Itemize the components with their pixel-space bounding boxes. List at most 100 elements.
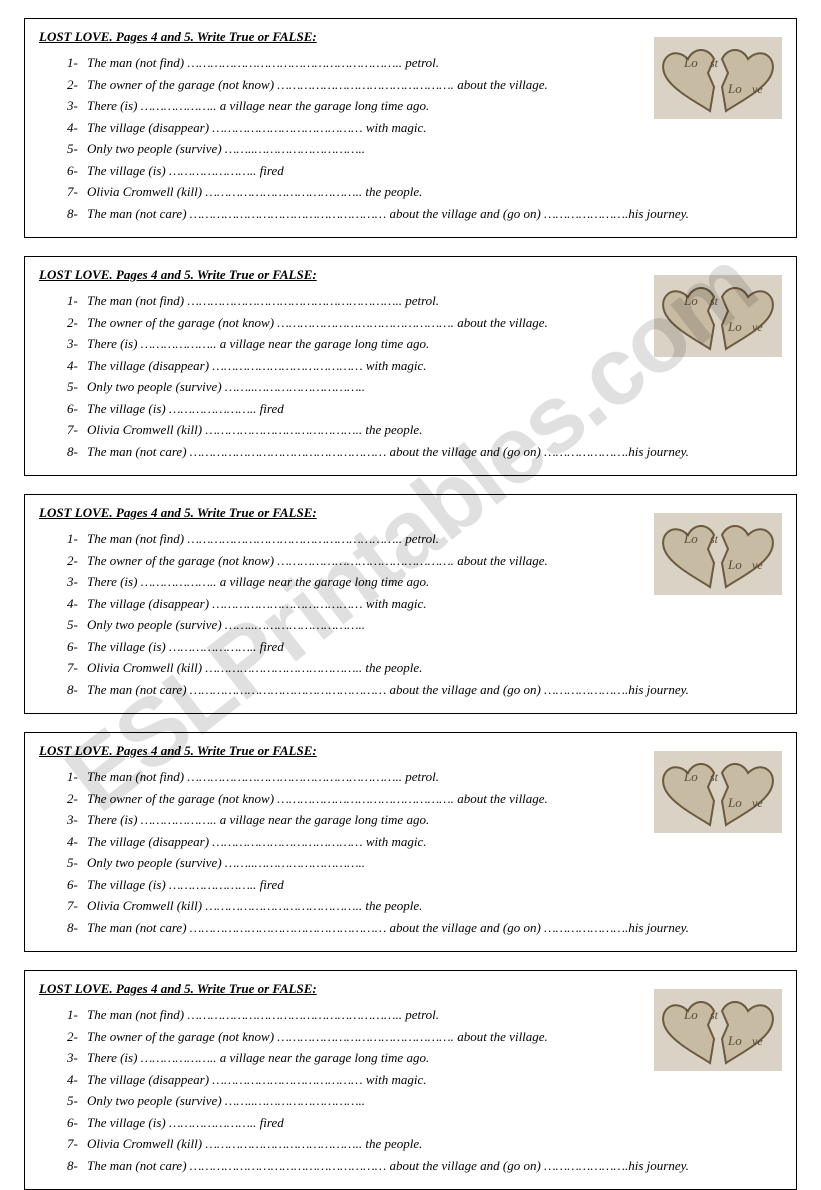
fill-blank[interactable]: ……..……………………….. bbox=[225, 379, 365, 394]
fill-blank[interactable]: …………………. bbox=[544, 444, 628, 459]
question-text-before: There (is) bbox=[87, 336, 141, 351]
question-text-before: The owner of the garage (not know) bbox=[87, 77, 277, 92]
fill-blank[interactable]: …………………. bbox=[544, 1158, 628, 1173]
question-text-before: The owner of the garage (not know) bbox=[87, 1029, 277, 1044]
question-number: 3- bbox=[67, 810, 87, 830]
fill-blank[interactable]: ………………………………… bbox=[212, 358, 362, 373]
fill-blank[interactable]: ………………………………….. bbox=[205, 898, 362, 913]
fill-blank[interactable]: ………………………………… bbox=[212, 596, 362, 611]
fill-blank[interactable]: ……..……………………….. bbox=[225, 141, 365, 156]
fill-blank[interactable]: ………………………………………. bbox=[277, 77, 454, 92]
question-text-after: petrol. bbox=[402, 55, 439, 70]
fill-blank[interactable]: …………………………………………… bbox=[190, 206, 387, 221]
question-number: 8- bbox=[67, 918, 87, 938]
fill-blank[interactable]: …………………………………………… bbox=[190, 920, 387, 935]
question-number: 3- bbox=[67, 334, 87, 354]
question-text-before: The village (is) bbox=[87, 877, 169, 892]
fill-blank[interactable]: ………………………………… bbox=[212, 834, 362, 849]
question-text-after: with magic. bbox=[363, 358, 427, 373]
fill-blank[interactable]: ……………………………………………….. bbox=[187, 55, 402, 70]
question-text-before: The village (disappear) bbox=[87, 834, 212, 849]
question-text-after2: his journey. bbox=[628, 682, 689, 697]
question-number: 4- bbox=[67, 594, 87, 614]
question-text-after: the people. bbox=[362, 898, 422, 913]
fill-blank[interactable]: ……………………………………………….. bbox=[187, 769, 402, 784]
fill-blank[interactable]: ………………………………………. bbox=[277, 553, 454, 568]
fill-blank[interactable]: ……………….. bbox=[141, 98, 217, 113]
fill-blank[interactable]: ……………………………………………….. bbox=[187, 293, 402, 308]
svg-text:Lo: Lo bbox=[727, 1033, 742, 1048]
fill-blank[interactable]: …………………………………………… bbox=[190, 682, 387, 697]
fill-blank[interactable]: ………………………………….. bbox=[205, 184, 362, 199]
fill-blank[interactable]: ……………….. bbox=[141, 336, 217, 351]
svg-text:Lo: Lo bbox=[683, 769, 698, 784]
heart-image-container: Lo st Lo ve bbox=[654, 37, 782, 119]
fill-blank[interactable]: ………………….. bbox=[169, 1115, 256, 1130]
question-text-before: The village (is) bbox=[87, 1115, 169, 1130]
question-text-before: There (is) bbox=[87, 1050, 141, 1065]
question-item: 4-The village (disappear) ………………………………… … bbox=[67, 1070, 782, 1090]
fill-blank[interactable]: ………………………………… bbox=[212, 1072, 362, 1087]
question-number: 8- bbox=[67, 204, 87, 224]
question-item: 8-The man (not care) …………………………………………… a… bbox=[67, 1156, 782, 1176]
lost-love-heart-image: Lo st Lo ve bbox=[654, 275, 782, 357]
fill-blank[interactable]: …………………………………………… bbox=[190, 444, 387, 459]
fill-blank[interactable]: ………………….. bbox=[169, 401, 256, 416]
fill-blank[interactable]: ……………….. bbox=[141, 574, 217, 589]
question-text-before: Only two people (survive) bbox=[87, 379, 225, 394]
fill-blank[interactable]: ………………………………………. bbox=[277, 791, 454, 806]
fill-blank[interactable]: ………………………………… bbox=[212, 120, 362, 135]
svg-text:Lo: Lo bbox=[683, 531, 698, 546]
fill-blank[interactable]: ………………………………….. bbox=[205, 422, 362, 437]
fill-blank[interactable]: ………………………………………. bbox=[277, 1029, 454, 1044]
question-number: 5- bbox=[67, 853, 87, 873]
svg-text:ve: ve bbox=[752, 1034, 763, 1048]
question-text-before: Olivia Cromwell (kill) bbox=[87, 184, 205, 199]
question-text-before: The owner of the garage (not know) bbox=[87, 791, 277, 806]
fill-blank[interactable]: ………………….. bbox=[169, 639, 256, 654]
fill-blank[interactable]: ………………….. bbox=[169, 163, 256, 178]
fill-blank[interactable]: ………………………………….. bbox=[205, 1136, 362, 1151]
question-text-before: Only two people (survive) bbox=[87, 855, 225, 870]
question-number: 4- bbox=[67, 356, 87, 376]
fill-blank[interactable]: …………………. bbox=[544, 920, 628, 935]
svg-text:Lo: Lo bbox=[727, 557, 742, 572]
question-number: 5- bbox=[67, 1091, 87, 1111]
question-text-after2: his journey. bbox=[628, 444, 689, 459]
question-item: 4-The village (disappear) ………………………………… … bbox=[67, 118, 782, 138]
question-text-before: Olivia Cromwell (kill) bbox=[87, 898, 205, 913]
question-text-after2: his journey. bbox=[628, 1158, 689, 1173]
question-item: 8-The man (not care) …………………………………………… a… bbox=[67, 680, 782, 700]
fill-blank[interactable]: ……………………………………………….. bbox=[187, 531, 402, 546]
question-item: 5-Only two people (survive) ……..……………………… bbox=[67, 1091, 782, 1111]
question-text-after: about the village and (go on) bbox=[386, 444, 544, 459]
question-number: 1- bbox=[67, 767, 87, 787]
question-number: 6- bbox=[67, 875, 87, 895]
heart-image-container: Lo st Lo ve bbox=[654, 751, 782, 833]
fill-blank[interactable]: ……………….. bbox=[141, 1050, 217, 1065]
question-number: 7- bbox=[67, 420, 87, 440]
fill-blank[interactable]: ……………….. bbox=[141, 812, 217, 827]
fill-blank[interactable]: ………………………………….. bbox=[205, 660, 362, 675]
fill-blank[interactable]: ………………………………………. bbox=[277, 315, 454, 330]
fill-blank[interactable]: ……..……………………….. bbox=[225, 1093, 365, 1108]
lost-love-heart-image: Lo st Lo ve bbox=[654, 751, 782, 833]
question-item: 8-The man (not care) …………………………………………… a… bbox=[67, 442, 782, 462]
svg-text:Lo: Lo bbox=[727, 319, 742, 334]
fill-blank[interactable]: …………………. bbox=[544, 682, 628, 697]
question-number: 5- bbox=[67, 377, 87, 397]
fill-blank[interactable]: ………………….. bbox=[169, 877, 256, 892]
fill-blank[interactable]: ……..……………………….. bbox=[225, 855, 365, 870]
fill-blank[interactable]: …………………. bbox=[544, 206, 628, 221]
question-number: 5- bbox=[67, 615, 87, 635]
question-number: 8- bbox=[67, 1156, 87, 1176]
fill-blank[interactable]: ……………………………………………….. bbox=[187, 1007, 402, 1022]
fill-blank[interactable]: ……..……………………….. bbox=[225, 617, 365, 632]
question-text-after: about the village. bbox=[454, 315, 548, 330]
question-number: 3- bbox=[67, 1048, 87, 1068]
question-text-after: about the village and (go on) bbox=[386, 1158, 544, 1173]
fill-blank[interactable]: …………………………………………… bbox=[190, 1158, 387, 1173]
question-number: 6- bbox=[67, 637, 87, 657]
question-text-before: Only two people (survive) bbox=[87, 617, 225, 632]
question-text-after: a village near the garage long time ago. bbox=[217, 98, 430, 113]
